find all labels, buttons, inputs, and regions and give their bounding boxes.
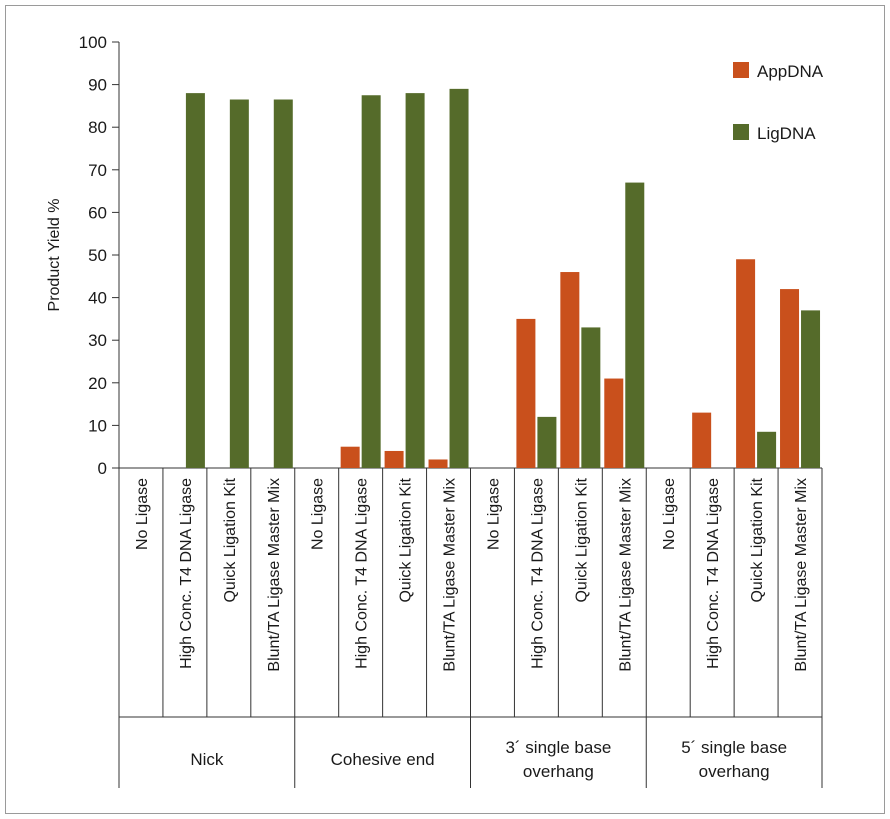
- legend: AppDNA LigDNA: [733, 62, 824, 143]
- x-category-label: Quick Ligation Kit: [573, 477, 590, 602]
- bar-appdna: [516, 318, 536, 468]
- x-group-label: 3´ single base overhang: [505, 738, 611, 781]
- y-tick-label: 0: [98, 459, 107, 478]
- x-category-label: No Ligase: [310, 478, 327, 550]
- y-tick-label: 60: [88, 203, 107, 222]
- legend-label-ligdna: LigDNA: [757, 124, 816, 143]
- bar-ligdna: [405, 93, 425, 469]
- bar-appdna: [428, 459, 448, 468]
- bar-ligdna: [229, 99, 249, 468]
- bar-appdna: [604, 378, 624, 468]
- y-axis-label: Product Yield %: [46, 199, 63, 312]
- x-category-label: Blunt/TA Ligase Master Mix: [793, 478, 810, 672]
- bar-ligdna: [757, 431, 777, 468]
- bar-appdna: [340, 446, 360, 468]
- x-category-label: Blunt/TA Ligase Master Mix: [442, 478, 459, 672]
- x-group-label: Nick: [190, 750, 224, 769]
- bar-ligdna: [537, 416, 557, 468]
- bar-appdna: [692, 412, 712, 468]
- x-category-label: Quick Ligation Kit: [398, 477, 415, 602]
- y-tick-label: 40: [88, 289, 107, 308]
- x-category-label: Quick Ligation Kit: [749, 477, 766, 602]
- x-category-label: Blunt/TA Ligase Master Mix: [266, 478, 283, 672]
- bar-appdna: [560, 272, 580, 468]
- legend-swatch-appdna: [733, 62, 749, 78]
- x-category-label: Blunt/TA Ligase Master Mix: [617, 478, 634, 672]
- x-category-label: Quick Ligation Kit: [222, 477, 239, 602]
- bar-ligdna: [185, 93, 205, 469]
- y-tick-label: 100: [79, 33, 107, 52]
- y-tick-label: 30: [88, 331, 107, 350]
- x-category-label: High Conc. T4 DNA Ligase: [529, 478, 546, 669]
- y-tick-label: 70: [88, 161, 107, 180]
- x-category-label: No Ligase: [485, 478, 502, 550]
- y-tick-label: 20: [88, 374, 107, 393]
- bar-appdna: [780, 289, 800, 468]
- legend-label-appdna: AppDNA: [757, 62, 824, 81]
- y-tick-label: 50: [88, 246, 107, 265]
- bar-ligdna: [625, 182, 645, 468]
- bar-appdna: [736, 259, 756, 468]
- x-group-labels: Nick Cohesive end 3´ single base overhang 5´…: [190, 738, 787, 781]
- bar-appdna: [384, 450, 404, 468]
- x-category-label: High Conc. T4 DNA Ligase: [178, 478, 195, 669]
- y-tick-label: 10: [88, 416, 107, 435]
- y-tick-label: 90: [88, 76, 107, 95]
- x-group-label: 5´ single base overhang: [681, 738, 787, 781]
- y-tick-label: 80: [88, 118, 107, 137]
- bar-ligdna: [581, 327, 601, 468]
- bar-ligdna: [273, 99, 293, 468]
- x-category-label: High Conc. T4 DNA Ligase: [705, 478, 722, 669]
- x-category-label: High Conc. T4 DNA Ligase: [354, 478, 371, 669]
- legend-swatch-ligdna: [733, 124, 749, 140]
- x-category-label: No Ligase: [134, 478, 151, 550]
- x-category-labels: No Ligase High Conc. T4 DNA Ligase Quick L…: [134, 477, 810, 671]
- x-category-label: No Ligase: [661, 478, 678, 550]
- bar-ligdna: [801, 310, 821, 468]
- bar-ligdna: [449, 88, 469, 469]
- x-group-label: Cohesive end: [331, 750, 435, 769]
- bars: [185, 88, 821, 469]
- bar-ligdna: [361, 95, 381, 468]
